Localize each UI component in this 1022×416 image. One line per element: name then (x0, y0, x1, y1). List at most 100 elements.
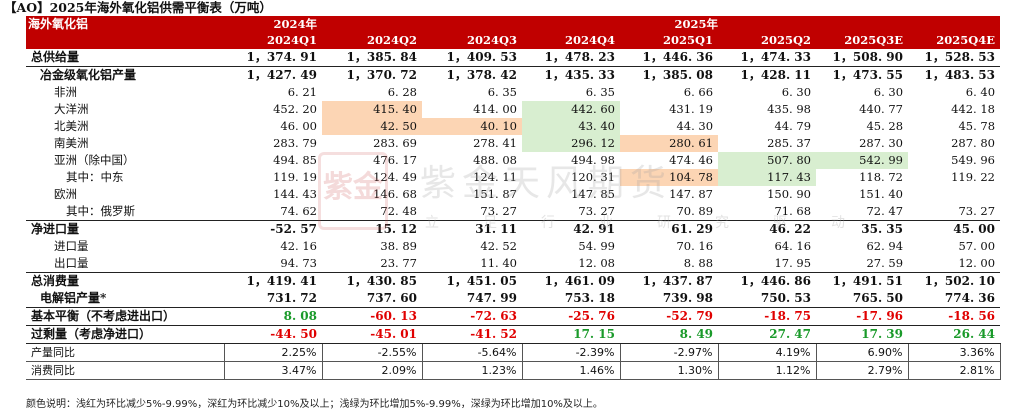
table-cell: 549. 96 (951, 153, 996, 167)
table-row: 亚洲（除中国） 494. 85 476. 17 488. 08 494. 98 474. … (26, 152, 1000, 169)
table-row: 其中：俄罗斯 74. 62 72. 48 73. 27 73. 27 70. 89 71. … (26, 203, 1001, 221)
table-row: 出口量 94. 73 23. 77 11. 40 12. 08 8. 88 17. 95 27… (26, 255, 1001, 273)
table-cell: -44. 50 (224, 325, 322, 344)
table-cell: 45. 28 (866, 119, 904, 133)
table-cell: 38. 89 (380, 239, 417, 253)
table-cell: 6. 21 (287, 85, 317, 99)
table-cell: 57. 00 (958, 239, 996, 253)
table-cell: 6. 35 (487, 85, 517, 99)
table-cell: 44. 79 (774, 119, 812, 133)
row-label: 欧洲 (54, 187, 77, 201)
header-quarter: 2024Q2 (322, 32, 422, 49)
table-cell: 287. 30 (859, 136, 904, 150)
table-cell: -2.39% (522, 343, 621, 362)
table-cell: 1，419. 41 (246, 274, 317, 288)
table-cell: 1，528. 53 (908, 49, 1001, 67)
table-cell: 46. 22 (769, 222, 812, 236)
table-cell: 42. 50 (322, 118, 422, 135)
row-label: 非洲 (54, 85, 77, 99)
table-cell: 1，374. 91 (224, 49, 322, 67)
table-cell: 6. 30 (781, 85, 812, 99)
table-cell: 1，427. 49 (246, 68, 317, 82)
table-cell: -52. 79 (620, 307, 719, 326)
table-cell: 12. 08 (522, 255, 620, 273)
table-cell: -17. 96 (816, 307, 909, 326)
table-cell: 124. 49 (373, 170, 417, 184)
table-cell: 4.19% (718, 343, 817, 362)
table-row: 基本平衡（不考虑进出口） 8. 08 -60. 13 -72. 63 -25. 76 -5… (26, 307, 1001, 326)
row-label: 其中：俄罗斯 (26, 203, 224, 221)
table-cell: 17. 39 (816, 325, 909, 344)
table-cell: 283. 79 (273, 136, 317, 150)
table-cell: 1，491. 51 (832, 274, 904, 288)
row-label: 总供给量 (26, 49, 224, 67)
table-cell: 1.46% (522, 361, 621, 380)
table-cell: 146. 68 (373, 187, 417, 201)
table-cell: 8. 49 (620, 325, 719, 344)
table-cell: 119. 22 (951, 170, 996, 184)
table-cell: 120. 31 (571, 170, 615, 184)
table-cell: 8. 08 (224, 307, 322, 326)
table-cell: 72. 47 (816, 203, 909, 221)
table-row: 其中：中东 119. 19 124. 49 124. 11 120. 31 104. 78… (26, 169, 1000, 186)
table-cell: -2.55% (322, 343, 423, 362)
table-cell: 151. 87 (473, 187, 517, 201)
table-cell: 73. 27 (908, 203, 1001, 221)
table-cell: 150. 90 (767, 187, 812, 201)
table-cell: 1，385. 08 (642, 68, 714, 82)
table-cell: 283. 69 (373, 136, 417, 150)
header-corner: 海外氧化铝 (26, 16, 224, 32)
table-cell: -60. 13 (322, 307, 422, 326)
table-cell: 27. 59 (816, 255, 909, 273)
table-cell: 1，370. 72 (346, 68, 417, 82)
table-cell: 1，446. 36 (620, 49, 719, 67)
table-row: 进口量 42. 16 38. 89 42. 52 54. 99 70. 16 64. 16 6… (26, 238, 1000, 255)
table-cell: 1，446. 86 (740, 274, 812, 288)
table-cell: 104. 78 (620, 169, 719, 186)
row-label: 过剩量（考虑净进口） (26, 325, 224, 344)
header-quarter: 2024Q1 (224, 32, 322, 49)
header-quarter: 2025Q3E (816, 32, 909, 49)
table-cell: -18. 56 (908, 307, 1001, 326)
table-cell: 440. 77 (859, 102, 904, 116)
table-cell: 3.47% (224, 361, 323, 380)
header-quarter: 2025Q2 (718, 32, 817, 49)
row-label: 进口量 (54, 239, 89, 253)
table-cell: 42. 52 (480, 239, 517, 253)
table-cell: 1.12% (718, 361, 817, 380)
table-cell: 44. 30 (676, 119, 714, 133)
table-cell: 46. 00 (280, 119, 317, 133)
table-cell: 494. 85 (273, 153, 317, 167)
color-legend-note: 颜色说明：浅红为环比减少5%-9.99%，深红为环比减少10%及以上；浅绿为环比… (26, 399, 603, 410)
table-row: 冶金级氧化铝产量 1，427. 49 1，370. 72 1，378. 42 1，435… (26, 67, 1000, 85)
table-cell: 3.36% (908, 343, 1001, 362)
table-cell: 476. 17 (373, 153, 417, 167)
row-label: 产量同比 (26, 343, 225, 362)
table-cell: -52. 57 (270, 222, 317, 236)
table-cell: 144. 43 (273, 187, 317, 201)
row-label: 亚洲（除中国） (54, 153, 135, 167)
table-cell: 285. 37 (767, 136, 812, 150)
header-quarter: 2024Q3 (422, 32, 522, 49)
row-label: 大洋洲 (54, 102, 89, 116)
table-cell: 2.81% (908, 361, 1001, 380)
table-cell: 1，478. 23 (522, 49, 620, 67)
table-cell: -45. 01 (322, 325, 422, 344)
table-cell: -25. 76 (522, 307, 620, 326)
table-cell: 1，428. 11 (740, 68, 812, 82)
table-cell: 1，435. 33 (544, 68, 615, 82)
table-cell: 1，473. 55 (832, 68, 904, 82)
table-cell: 74. 62 (224, 203, 322, 221)
table-cell: 31. 11 (475, 222, 517, 236)
table-row: 大洋洲 452. 20 415. 40 414. 00 442. 60 431. 19 43… (26, 101, 1000, 118)
table-cell: 1，451. 05 (446, 274, 517, 288)
table-cell: 17. 15 (522, 325, 620, 344)
table-row: 非洲 6. 21 6. 28 6. 35 6. 35 6. 66 6. 30 6. 30 6. … (26, 84, 1000, 101)
table-cell: 6. 28 (387, 85, 417, 99)
table-cell: -41. 52 (422, 325, 522, 344)
table-cell: 42. 91 (573, 222, 615, 236)
row-label: 冶金级氧化铝产量 (40, 68, 137, 82)
table-cell: 750. 53 (718, 290, 817, 308)
row-label: 北美洲 (54, 119, 89, 133)
table-cell: 2.09% (322, 361, 423, 380)
